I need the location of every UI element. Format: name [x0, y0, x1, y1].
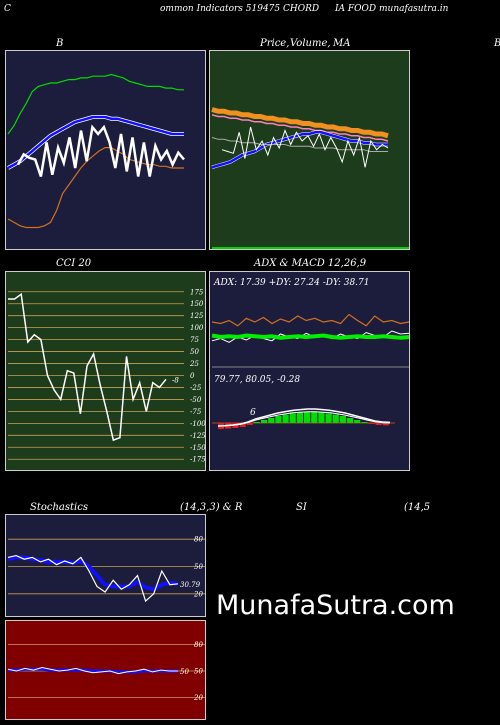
macd-histogram-bar	[368, 423, 375, 424]
adx-values-text: ADX: 17.39 +DY: 27.24 -DY: 38.71	[213, 278, 370, 288]
cci-tick-label: 75	[190, 336, 199, 344]
cci-tick-label: -75	[190, 408, 202, 416]
macd-histogram-bar	[296, 412, 303, 423]
macd-histogram-bar	[354, 420, 361, 423]
header-site: IA FOOD munafasutra.in	[335, 4, 449, 14]
rsi-line	[7, 666, 178, 675]
osc-tick-label: 80	[194, 536, 203, 544]
cci-tick-label: -100	[190, 420, 206, 428]
cci-tick-label: 25	[189, 360, 199, 368]
watermark: MunafaSutra.com	[216, 590, 455, 621]
cci-tick-label: 50	[190, 348, 199, 356]
ma-blue-line	[211, 131, 388, 169]
cci-tick-label: 175	[190, 288, 204, 296]
macd-histogram-bar	[318, 412, 325, 423]
ma-pink-line	[211, 114, 389, 142]
cci-tick-label: 125	[190, 312, 204, 320]
macd-marker-label: 6	[250, 408, 256, 418]
macd-histogram-bar	[311, 412, 318, 423]
stoch-last-label: 30.79	[180, 581, 201, 589]
cci-tick-label: -125	[190, 432, 206, 440]
osc-tick-label: 50	[194, 563, 203, 571]
macd-histogram-bar	[275, 416, 282, 423]
bb-title: B	[56, 38, 64, 49]
osc-tick-label: 20	[193, 590, 203, 598]
macd-histogram-bar	[332, 414, 339, 423]
macd-histogram-bar	[339, 416, 346, 423]
price-line	[221, 126, 389, 168]
cci-last-label: -8	[172, 376, 179, 384]
cci-panel: 175 150 125 100 75 50 25 0 -25 -50 -75 -100 -125 -150…	[5, 271, 206, 471]
macd-histogram-bar	[304, 412, 311, 423]
macd-values-text: 79.77, 80.05, -0.28	[214, 375, 300, 385]
macd-histogram-bar	[246, 423, 253, 425]
price-chart	[211, 107, 409, 249]
cci-tick-label: 100	[190, 324, 204, 332]
stoch-panel: 80 50 20 30.79	[5, 514, 206, 617]
adx-macd-title: ADX & MACD 12,26,9	[254, 258, 367, 269]
cci-tick-label: 0	[190, 372, 195, 380]
cci-tick-label: -175	[190, 456, 206, 464]
macd-line	[217, 408, 391, 427]
bb-upper-line	[7, 73, 184, 135]
cci-tick-label: -150	[190, 444, 206, 452]
stoch-k-line	[7, 554, 179, 603]
rsi-title: SI	[296, 502, 307, 513]
cci-tick-label: -25	[190, 384, 202, 392]
stoch-title: Stochastics	[30, 502, 88, 513]
rsi-panel: 80 50 20 50	[5, 620, 206, 720]
cci-chart: 175 150 125 100 75 50 25 0 -25 -50 -75 -100 -125 -150…	[8, 288, 206, 464]
price-title-price: Price,	[260, 38, 290, 49]
bb-chart	[7, 73, 185, 229]
macd-histogram-bar	[347, 418, 354, 423]
macd-histogram-bar	[282, 414, 289, 423]
macd-histogram-bar	[375, 423, 382, 425]
rsi-params: (14,5	[404, 502, 431, 513]
macd-histogram-bar	[239, 423, 246, 427]
macd-histogram-bar	[325, 413, 332, 423]
edge-title: B	[494, 38, 500, 49]
bb-middle-line	[7, 115, 184, 170]
stoch-params: (14,3,3) & R	[180, 502, 243, 513]
macd-histogram-bar	[261, 420, 268, 423]
adx-minus-di-line	[211, 313, 410, 327]
macd-histogram-bar	[289, 413, 296, 423]
osc-tick-label: 50	[194, 668, 203, 676]
header-title: ommon Indicators 519475 CHORD	[160, 4, 320, 14]
osc-tick-label: 80	[194, 641, 203, 649]
stoch-chart: 80 50 20 30.79	[7, 536, 205, 603]
bb-panel	[5, 50, 206, 250]
osc-tick-label: 20	[193, 694, 203, 702]
macd-histogram-bar	[253, 422, 260, 423]
cci-tick-label: -50	[190, 396, 202, 404]
stoch-d-line	[7, 555, 179, 592]
header-c: C	[4, 4, 11, 14]
cci-title: CCI 20	[56, 258, 92, 269]
price-title-volume: Volume,	[290, 38, 331, 49]
macd-histogram-bar	[382, 423, 389, 426]
rsi-chart: 80 50 20 50	[7, 641, 205, 702]
macd-histogram-bar	[268, 418, 275, 423]
bb-lower-line	[7, 146, 184, 229]
rsi-last-label: 50	[180, 668, 189, 676]
adx-macd-panel: ADX: 17.39 +DY: 27.24 -DY: 38.71 79.77, …	[209, 271, 410, 471]
macd-histogram-bar	[361, 422, 368, 423]
cci-tick-label: 150	[190, 300, 204, 308]
price-title-ma: MA	[333, 38, 351, 49]
cci-line	[8, 292, 167, 442]
adx-macd-chart: ADX: 17.39 +DY: 27.24 -DY: 38.71 79.77, …	[211, 278, 410, 429]
adx-plus-di-line	[211, 333, 410, 340]
bb-price-line	[16, 124, 185, 177]
ma-orange-line	[211, 107, 389, 139]
price-panel	[209, 50, 410, 250]
